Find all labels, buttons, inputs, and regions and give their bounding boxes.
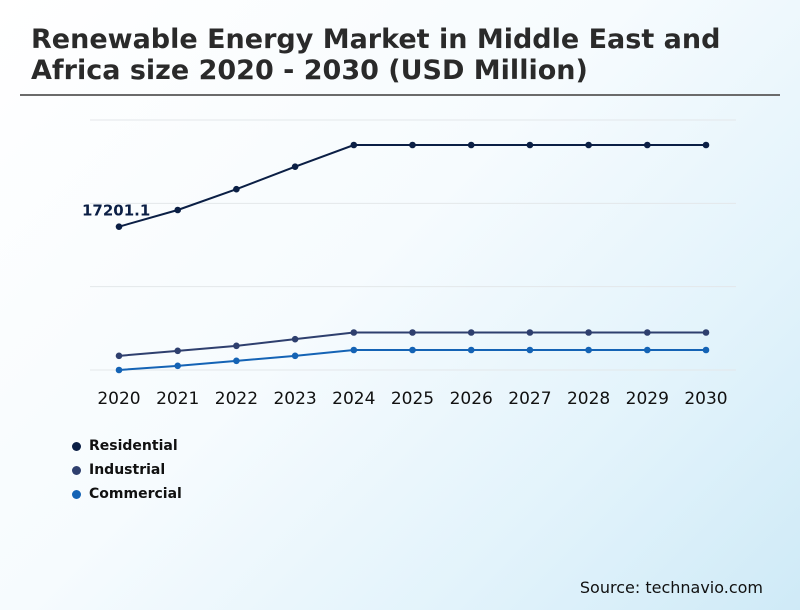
x-tick-label: 2021 [156,389,199,409]
data-point[interactable] [291,352,299,360]
x-tick-label: 2026 [450,389,493,409]
legend: Residential Industrial Commercial [72,434,182,506]
series-lines [115,141,710,374]
x-tick-label: 2025 [391,389,434,409]
legend-marker-icon [72,465,81,475]
data-point[interactable] [291,335,299,343]
data-point[interactable] [350,141,358,149]
data-point[interactable] [233,185,240,193]
data-point[interactable] [115,352,123,360]
legend-item-residential[interactable]: Residential [72,434,182,458]
data-point[interactable] [350,346,358,354]
legend-item-industrial[interactable]: Industrial [72,458,182,482]
series-commercial [115,346,710,374]
data-point[interactable] [585,141,592,149]
data-point[interactable] [526,141,534,149]
series-residential [115,141,710,230]
data-point[interactable] [350,329,358,336]
data-point[interactable] [174,206,181,214]
data-point[interactable] [526,346,534,354]
title-divider [20,94,780,96]
data-point[interactable] [233,342,240,350]
legend-label: Residential [89,438,178,454]
data-point[interactable] [174,347,181,355]
series-industrial [115,329,710,360]
data-point[interactable] [174,362,181,370]
data-point[interactable] [115,366,123,374]
data-point[interactable] [644,346,651,354]
x-tick-label: 2029 [626,389,669,409]
data-labels: 17201.1 [82,202,150,220]
data-point[interactable] [526,329,534,336]
source-credit: Source: technavio.com [579,578,763,597]
data-point[interactable] [409,346,416,354]
data-point[interactable] [644,141,651,149]
data-point[interactable] [467,141,475,149]
data-point[interactable] [467,329,475,336]
legend-label: Industrial [89,462,166,478]
legend-item-commercial[interactable]: Commercial [72,482,182,506]
chart-title: Renewable Energy Market in Middle East a… [31,24,721,86]
data-point[interactable] [291,163,299,170]
data-point[interactable] [702,346,710,354]
data-point[interactable] [409,329,416,336]
legend-marker-icon [72,489,81,499]
legend-label: Commercial [89,486,182,502]
data-point[interactable] [702,141,710,149]
data-point[interactable] [702,329,710,336]
legend-marker-icon [72,441,81,451]
x-tick-label: 2030 [684,389,727,409]
x-tick-label: 2022 [215,389,258,409]
x-tick-label: 2028 [567,389,610,409]
x-tick-label: 2023 [273,389,316,409]
data-point[interactable] [467,346,475,354]
data-point[interactable] [585,346,592,354]
data-point[interactable] [233,357,240,365]
series-line-residential [118,144,706,228]
x-tick-label: 2024 [332,389,375,409]
data-label: 17201.1 [82,202,150,220]
x-tick-label: 2020 [97,389,140,409]
x-tick-label: 2027 [508,389,551,409]
data-point[interactable] [644,329,651,336]
data-point[interactable] [585,329,592,336]
data-point[interactable] [115,223,123,230]
data-point[interactable] [409,141,416,149]
x-axis-ticks: 2020 2021 2022 2023 2024 2025 2026 2027 2028 2029… [97,389,727,409]
